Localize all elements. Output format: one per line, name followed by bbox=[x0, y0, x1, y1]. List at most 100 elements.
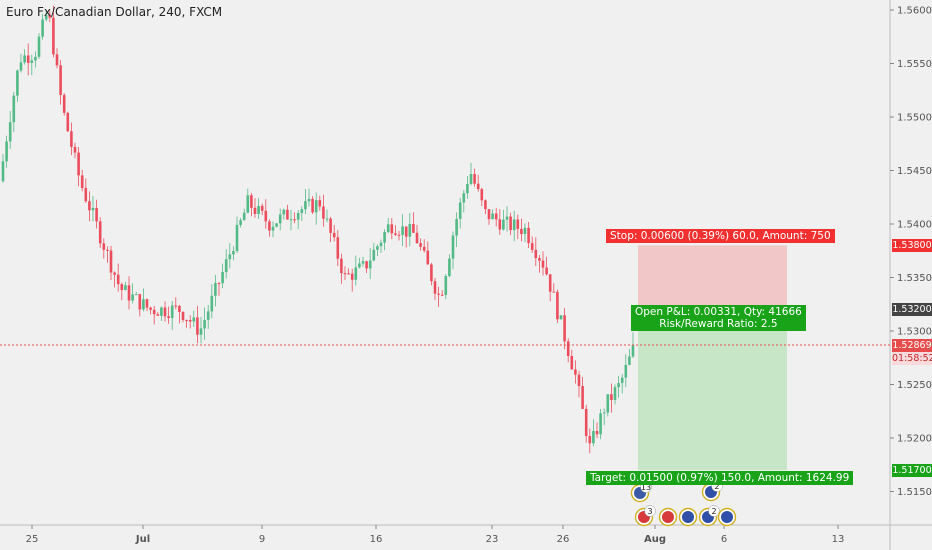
candle-body bbox=[322, 206, 325, 219]
stop-loss-zone bbox=[638, 245, 787, 310]
candle-body bbox=[91, 207, 95, 211]
candle-body bbox=[98, 221, 102, 244]
time-tick-label: 23 bbox=[486, 534, 499, 545]
price-tick-label: 1.52000 bbox=[897, 434, 932, 445]
candle-body bbox=[505, 216, 509, 220]
candle-body bbox=[37, 36, 41, 57]
candle-body bbox=[336, 237, 340, 259]
candle-body bbox=[433, 281, 437, 294]
candle-body bbox=[300, 209, 304, 214]
candle-body bbox=[19, 62, 23, 71]
candle-body bbox=[134, 294, 138, 296]
candle-body bbox=[23, 55, 26, 63]
candle-body bbox=[41, 19, 44, 37]
candle-body bbox=[257, 205, 260, 214]
candle-body bbox=[347, 273, 350, 275]
eu-flag-icon bbox=[682, 511, 694, 523]
candle-body bbox=[8, 122, 12, 142]
take-profit-label[interactable]: Target: 0.01500 (0.97%) 150.0, Amount: 1… bbox=[586, 471, 854, 486]
open-pnl-label[interactable]: Open P&L: 0.00331, Qty: 41666 Risk/Rewar… bbox=[631, 304, 806, 331]
candle-body bbox=[199, 328, 203, 335]
event-count: 3 bbox=[647, 507, 652, 516]
time-axis[interactable]: 25 Jul 9 16 23 26 Aug 6 13 bbox=[26, 525, 845, 545]
candle-body bbox=[124, 285, 127, 291]
candle-body bbox=[48, 15, 52, 18]
candle-body bbox=[462, 193, 466, 203]
candle-body bbox=[570, 356, 574, 370]
candle-body bbox=[379, 242, 383, 247]
time-tick-label: Aug bbox=[644, 534, 666, 545]
price-tick-label: 1.52500 bbox=[897, 380, 932, 391]
candle-body bbox=[62, 94, 66, 113]
event-count-badge bbox=[644, 505, 656, 517]
price-tick-label: 1.53000 bbox=[897, 327, 932, 338]
price-tick-label: 1.55000 bbox=[897, 113, 932, 124]
candle-body bbox=[509, 216, 512, 231]
candle-body bbox=[70, 131, 73, 147]
candle-body bbox=[592, 430, 595, 444]
candle-body bbox=[156, 314, 160, 316]
candle-body bbox=[538, 258, 541, 261]
candle-body bbox=[66, 112, 70, 132]
candle-body bbox=[26, 55, 30, 63]
candle-body bbox=[235, 224, 239, 252]
candlestick-series bbox=[1, 5, 635, 454]
candle-body bbox=[455, 218, 458, 236]
candle-body bbox=[289, 219, 293, 221]
stop-loss-label[interactable]: Stop: 0.00600 (0.39%) 60.0, Amount: 750 bbox=[606, 229, 835, 244]
candle-body bbox=[239, 220, 242, 225]
candle-body bbox=[394, 233, 397, 235]
take-profit-zone bbox=[638, 309, 787, 471]
candle-body bbox=[473, 174, 476, 184]
candle-body bbox=[55, 54, 59, 66]
candle-body bbox=[206, 311, 210, 320]
candle-body bbox=[527, 227, 530, 244]
candle-body bbox=[318, 200, 322, 207]
candle-body bbox=[1, 161, 5, 182]
economic-events[interactable]: 13 2 3 2 bbox=[630, 480, 737, 527]
candle-body bbox=[228, 254, 232, 260]
candle-body bbox=[401, 226, 404, 235]
stop-price-tag: 1.53800 bbox=[892, 238, 932, 252]
candle-body bbox=[275, 223, 278, 227]
candle-body bbox=[383, 232, 386, 243]
candle-body bbox=[286, 209, 289, 220]
candle-body bbox=[127, 285, 131, 301]
candle-body bbox=[584, 408, 588, 437]
candle-body bbox=[426, 250, 430, 265]
candle-body bbox=[365, 261, 368, 269]
candle-body bbox=[232, 251, 235, 255]
candle-body bbox=[469, 174, 473, 184]
candle-body bbox=[178, 305, 181, 313]
candle-body bbox=[520, 228, 523, 235]
price-axis[interactable]: 1.56000 1.55500 1.55000 1.54500 1.54000 1.535… bbox=[890, 6, 932, 499]
candle-body bbox=[282, 209, 286, 215]
candle-body bbox=[12, 95, 16, 123]
candle-body bbox=[577, 374, 581, 387]
current-price-tag: 1.52869 bbox=[892, 338, 932, 352]
candle-body bbox=[408, 224, 412, 237]
candle-body bbox=[34, 56, 37, 61]
candle-body bbox=[581, 386, 584, 409]
candle-body bbox=[88, 201, 91, 211]
price-tick-label: 1.53500 bbox=[897, 273, 932, 284]
candle-body bbox=[325, 218, 329, 220]
candle-body bbox=[444, 276, 448, 295]
candle-body bbox=[170, 305, 174, 319]
price-tick-label: 1.55500 bbox=[897, 59, 932, 70]
candle-body bbox=[491, 213, 494, 220]
candle-body bbox=[95, 207, 98, 222]
candle-body bbox=[599, 413, 602, 435]
entry-price-tag: 1.53200 bbox=[892, 303, 932, 317]
candle-body bbox=[5, 141, 8, 162]
candle-body bbox=[415, 232, 419, 244]
candle-body bbox=[386, 224, 390, 233]
candle-body bbox=[476, 183, 480, 190]
ca-flag-icon bbox=[662, 511, 674, 523]
candle-body bbox=[458, 202, 462, 219]
candle-body bbox=[52, 17, 55, 55]
candle-body bbox=[502, 219, 505, 230]
candle-body bbox=[617, 383, 620, 388]
candle-body bbox=[217, 283, 221, 285]
